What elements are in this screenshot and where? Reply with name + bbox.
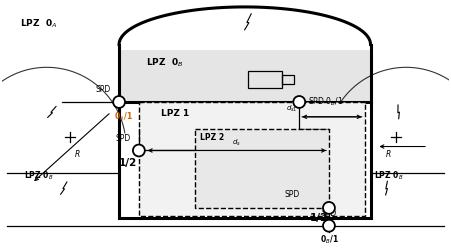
Bar [195, 129, 329, 208]
Circle shape [293, 96, 305, 108]
Text: 1/2: 1/2 [119, 158, 137, 168]
Text: $R$: $R$ [74, 148, 81, 159]
Text: LPZ  0$_A$: LPZ 0$_A$ [20, 18, 57, 30]
Text: LPZ 0$_B$: LPZ 0$_B$ [373, 170, 403, 183]
Text: LPZ 2: LPZ 2 [200, 133, 225, 142]
Text: SPD: SPD [96, 85, 111, 94]
Text: SPD: SPD [321, 209, 336, 218]
Text: LPZ 0$_B$: LPZ 0$_B$ [24, 170, 53, 183]
Text: LPZ 1: LPZ 1 [161, 109, 189, 118]
Bar [248, 71, 282, 88]
Bar [139, 102, 364, 216]
Text: $R$: $R$ [385, 148, 391, 159]
Bar [120, 50, 369, 102]
Circle shape [323, 202, 335, 214]
Circle shape [113, 96, 125, 108]
Circle shape [133, 144, 145, 156]
Text: SPD: SPD [285, 189, 299, 198]
Bar [282, 75, 295, 84]
Text: LPZ  0$_B$: LPZ 0$_B$ [146, 57, 183, 69]
Circle shape [323, 220, 335, 232]
Text: SPD: SPD [116, 134, 131, 143]
Text: SPD 0$_B$/1: SPD 0$_B$/1 [308, 96, 343, 108]
Text: 0$_A$/1: 0$_A$/1 [114, 111, 133, 124]
Text: 0$_B$/1: 0$_B$/1 [320, 234, 338, 246]
Text: $d_s$: $d_s$ [232, 137, 241, 147]
Text: $d_{s1}$: $d_{s1}$ [285, 104, 297, 114]
Text: 1/2: 1/2 [310, 213, 328, 223]
